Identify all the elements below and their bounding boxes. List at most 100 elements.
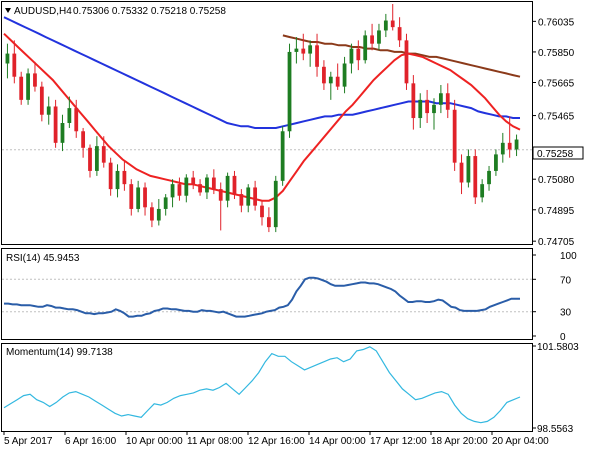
candle-down bbox=[218, 189, 223, 201]
candle-down bbox=[356, 48, 361, 61]
price-tick-label: 0.75080 bbox=[538, 175, 575, 186]
candle-down bbox=[108, 162, 113, 190]
candle-down bbox=[198, 184, 202, 193]
candle-down bbox=[473, 156, 478, 198]
candle-down bbox=[12, 53, 17, 77]
candle-down bbox=[370, 35, 374, 44]
ma-medium-line bbox=[3, 16, 520, 129]
candle-up bbox=[418, 99, 423, 119]
price-tick-label: 0.75665 bbox=[538, 79, 575, 90]
candle-up bbox=[67, 108, 72, 123]
price-panel-frame bbox=[1, 1, 533, 245]
time-tick-label: 18 Apr 20:00 bbox=[431, 436, 488, 447]
time-tick-label: 12 Apr 16:00 bbox=[248, 436, 305, 447]
candle-down bbox=[452, 109, 457, 163]
candle-up bbox=[273, 180, 278, 228]
rsi-panel: 100 70 30 0 RSI(14) 45.9453 bbox=[1, 248, 577, 343]
candle-up bbox=[5, 53, 10, 64]
collapse-arrow-icon[interactable] bbox=[5, 8, 11, 13]
rsi-label: RSI(14) 45.9453 bbox=[6, 253, 80, 264]
candle-down bbox=[81, 131, 86, 148]
candle-down bbox=[53, 106, 58, 143]
momentum-panel: 101.5803 98.5563 Momentum(14) 99.7138 bbox=[1, 342, 579, 435]
candle-up bbox=[487, 170, 491, 185]
candle-up bbox=[136, 187, 141, 209]
candle-up bbox=[363, 35, 368, 61]
candle-up bbox=[480, 184, 485, 198]
rsi-line bbox=[4, 276, 520, 318]
candle-up bbox=[308, 45, 313, 54]
candle-up bbox=[432, 104, 436, 114]
candle-down bbox=[459, 162, 464, 183]
current-price-label: 0.75258 bbox=[537, 149, 574, 160]
candle-down bbox=[315, 45, 319, 67]
candle-down bbox=[129, 184, 134, 209]
candle-up bbox=[294, 48, 299, 52]
candle-down bbox=[191, 177, 196, 185]
price-tick-label: 0.75850 bbox=[538, 48, 575, 59]
candle-up bbox=[500, 142, 505, 155]
time-tick-label: 5 Apr 2017 bbox=[4, 436, 53, 447]
candle-down bbox=[211, 177, 216, 190]
candle-down bbox=[150, 207, 154, 221]
candle-up bbox=[26, 73, 30, 100]
candle-down bbox=[445, 93, 450, 110]
candle-up bbox=[170, 184, 175, 198]
candle-up bbox=[514, 139, 519, 150]
candle-up bbox=[383, 20, 388, 31]
momentum-label: Momentum(14) 99.7138 bbox=[6, 347, 113, 358]
candle-up bbox=[184, 177, 189, 196]
candle-up bbox=[46, 106, 51, 115]
candle-up bbox=[225, 175, 230, 201]
candle-down bbox=[425, 99, 430, 114]
candle-up bbox=[280, 131, 285, 181]
candle-down bbox=[143, 187, 147, 208]
candle-up bbox=[115, 170, 120, 190]
current-price-box bbox=[532, 146, 584, 160]
candle-down bbox=[239, 194, 244, 206]
price-tick-label: 0.74895 bbox=[538, 206, 575, 217]
candle-down bbox=[253, 187, 258, 206]
candle-down bbox=[397, 27, 402, 41]
price-tick-label: 0.76035 bbox=[538, 17, 575, 28]
rsi-tick-label: 30 bbox=[560, 308, 572, 319]
candle-down bbox=[404, 40, 409, 84]
candle-down bbox=[260, 205, 264, 218]
candle-down bbox=[390, 20, 395, 28]
candle-up bbox=[246, 187, 251, 206]
rsi-tick-label: 70 bbox=[560, 275, 572, 286]
candle-up bbox=[377, 30, 381, 44]
time-tick-label: 20 Apr 04:00 bbox=[492, 436, 549, 447]
time-tick-label: 11 Apr 08:00 bbox=[187, 436, 243, 447]
candle-up bbox=[156, 208, 161, 221]
price-tick-label: 0.75465 bbox=[538, 112, 575, 123]
candle-up bbox=[466, 156, 471, 183]
symbol-timeframe-label: AUDUSD,H4 bbox=[14, 6, 72, 17]
ma-slow-line bbox=[282, 34, 521, 78]
ohlc-values: 0.75306 0.75332 0.75218 0.75258 bbox=[73, 6, 226, 17]
momentum-tick-label: 101.5803 bbox=[537, 342, 579, 353]
candle-down bbox=[232, 175, 237, 195]
rsi-tick-label: 100 bbox=[560, 251, 577, 262]
time-tick-label: 14 Apr 00:00 bbox=[309, 436, 366, 447]
candle-down bbox=[507, 142, 512, 150]
time-axis: 5 Apr 2017 6 Apr 16:00 10 Apr 00:00 11 Apr … bbox=[3, 431, 549, 447]
candle-down bbox=[411, 83, 416, 119]
momentum-panel-frame bbox=[1, 343, 533, 432]
candle-down bbox=[39, 86, 44, 115]
candle-up bbox=[163, 197, 168, 209]
candle-down bbox=[74, 108, 79, 132]
time-tick-label: 17 Apr 12:00 bbox=[370, 436, 427, 447]
candle-down bbox=[122, 170, 127, 185]
candle-down bbox=[322, 66, 326, 84]
candle-up bbox=[438, 93, 443, 105]
candle-up bbox=[94, 146, 99, 171]
candle-down bbox=[33, 73, 37, 87]
momentum-tick-label: 98.5563 bbox=[537, 424, 574, 435]
candle-up bbox=[205, 177, 209, 193]
time-tick-label: 6 Apr 16:00 bbox=[65, 436, 117, 447]
time-tick-label: 10 Apr 00:00 bbox=[126, 436, 183, 447]
candle-down bbox=[301, 48, 306, 54]
candle-down bbox=[335, 76, 340, 87]
